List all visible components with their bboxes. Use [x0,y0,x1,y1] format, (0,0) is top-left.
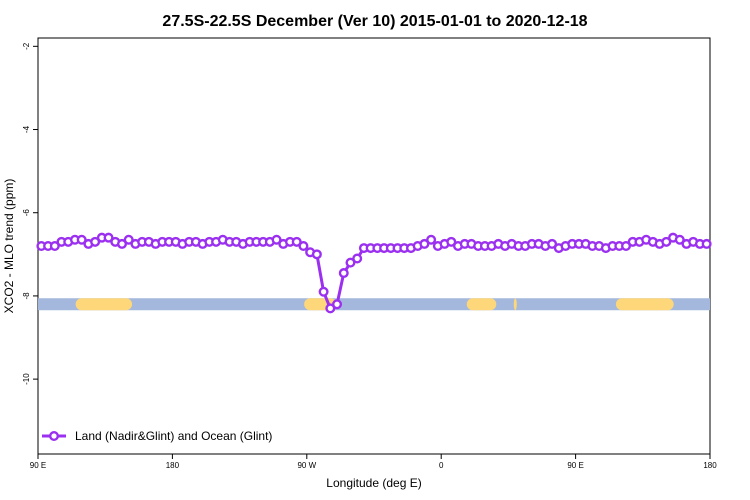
x-tick-label: 90 W [297,461,316,470]
y-axis: -2 -4 -6 -8 -10 [22,42,38,385]
data-point [325,303,336,314]
data-point [674,234,685,245]
surface-type-bar [38,298,710,311]
x-axis: 90 E 180 90 W 0 90 E 180 [30,454,717,470]
data-point [621,240,632,251]
x-tick-label: 0 [439,461,444,470]
y-tick-label: -10 [22,373,31,385]
series-group [36,232,712,314]
data-point [49,240,60,251]
legend-marker [49,431,60,442]
data-point [338,268,349,279]
data-point [116,238,127,249]
y-tick-label: -8 [22,292,31,300]
y-tick-label: -6 [22,209,31,217]
chart-title: 27.5S-22.5S December (Ver 10) 2015-01-01… [162,13,587,30]
data-point [291,236,302,247]
legend-label: Land (Nadir&Glint) and Ocean (Glint) [75,429,272,443]
ocean-band [38,298,710,311]
data-point [345,257,356,268]
x-tick-label: 90 E [567,461,583,470]
data-point [701,238,712,249]
data-point [352,253,363,264]
data-point [419,238,430,249]
data-point [446,236,457,247]
data-point [311,249,322,260]
x-tick-label: 180 [166,461,180,470]
y-tick-label: -2 [22,42,31,50]
land-segment [513,298,517,311]
data-point [426,234,437,245]
x-tick-label: 180 [703,461,717,470]
legend: Land (Nadir&Glint) and Ocean (Glint) [42,429,272,443]
data-point [661,236,672,247]
data-point [547,238,558,249]
data-point [271,234,282,245]
data-point [103,232,114,243]
data-point [332,299,343,310]
land-segment [615,298,674,311]
x-axis-label: Longitude (deg E) [326,476,421,490]
data-point [318,286,329,297]
data-point [90,236,101,247]
y-axis-label: XCO2 - MLO trend (ppm) [2,179,16,314]
data-point [298,240,309,251]
land-segment [466,298,497,311]
y-tick-label: -4 [22,125,31,133]
x-tick-label: 90 E [30,461,46,470]
land-segment [75,298,133,311]
data-point [76,234,87,245]
data-point [123,234,134,245]
